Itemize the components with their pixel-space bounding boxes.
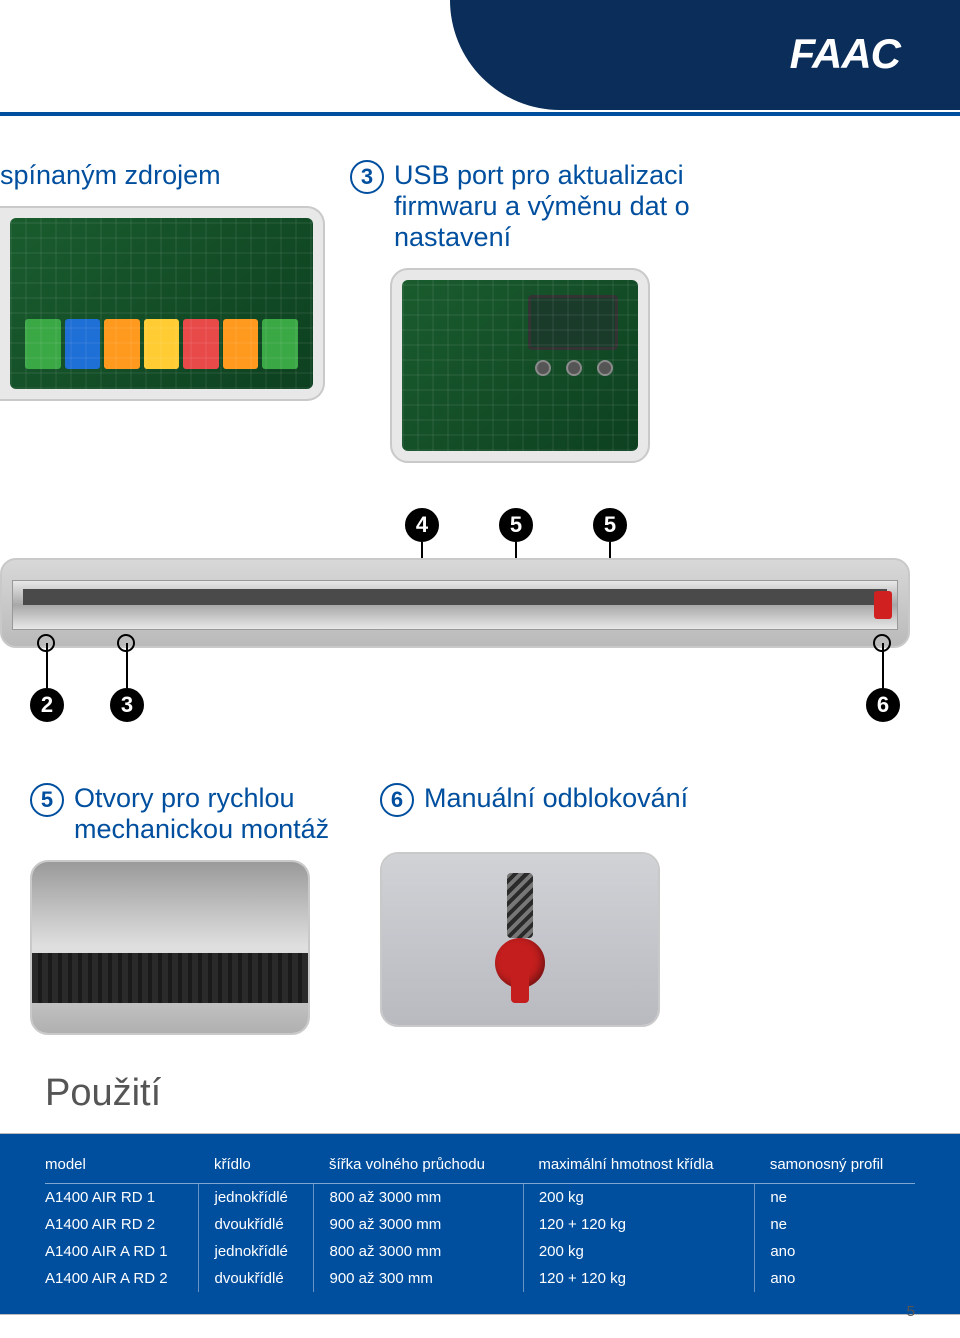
table-row: A1400 AIR RD 2dvoukřídlé900 až 3000 mm12… [45, 1211, 915, 1238]
mechanism-bg [382, 854, 658, 1025]
callout-5b: 5 [593, 508, 627, 542]
callout-line [126, 643, 128, 688]
feature-3-title: 3 USB port pro aktualizaci firmwaru a vý… [350, 160, 770, 253]
table-cell: jednokřídlé [199, 1238, 314, 1265]
col-width: šířka volného průchodu [314, 1152, 523, 1184]
content-area: spínaným zdrojem 3 [0, 160, 960, 1035]
feature-6-number: 6 [380, 783, 414, 817]
header: FAAC [0, 0, 960, 110]
table-cell: 120 + 120 kg [523, 1211, 755, 1238]
divider [0, 1314, 960, 1315]
feature-6: 6 Manuální odblokování [380, 783, 690, 1035]
feature-3-text: USB port pro aktualizaci firmwaru a výmě… [394, 160, 770, 253]
top-callouts: 4 5 5 [405, 508, 627, 542]
table-cell: ne [755, 1211, 915, 1238]
brand-logo: FAAC [790, 30, 900, 78]
table-cell: 800 až 3000 mm [314, 1238, 523, 1265]
table-cell: 900 až 300 mm [314, 1265, 523, 1292]
feature-6-text: Manuální odblokování [424, 783, 688, 814]
photo-3 [390, 268, 650, 463]
col-model: model [45, 1152, 199, 1184]
col-profile: samonosný profil [755, 1152, 915, 1184]
feature-1-text: spínaným zdrojem [0, 160, 221, 191]
connectors [25, 319, 298, 369]
rail-closeup [32, 862, 308, 1033]
lower-feature-row: 5 Otvory pro rychlou mechanickou montáž … [0, 783, 920, 1035]
table-cell: 120 + 120 kg [523, 1265, 755, 1292]
photo-5 [30, 860, 310, 1035]
callout-4-wrap: 4 [405, 508, 439, 542]
table-cell: 900 až 3000 mm [314, 1211, 523, 1238]
red-clip-icon [874, 591, 892, 619]
table-cell: 200 kg [523, 1184, 755, 1212]
callout-5a: 5 [499, 508, 533, 542]
feature-5-title: 5 Otvory pro rychlou mechanickou montáž [30, 783, 340, 845]
pcb-image-2 [402, 280, 638, 451]
callout-5-wrap: 5 [499, 508, 533, 542]
callout-6-wrap: 6 [866, 688, 900, 722]
rail-dark [23, 589, 887, 605]
callout-3: 3 [110, 688, 144, 722]
table-row: A1400 AIR A RD 2dvoukřídlé900 až 300 mm1… [45, 1265, 915, 1292]
belt-icon [32, 953, 308, 1003]
table-cell: A1400 AIR RD 1 [45, 1184, 199, 1212]
page-number: 5 [907, 1303, 915, 1320]
top-feature-row: spínaným zdrojem 3 [0, 160, 920, 463]
table-cell: dvoukřídlé [199, 1211, 314, 1238]
photo-1 [0, 206, 325, 401]
table-cell: ne [755, 1184, 915, 1212]
usage-section: Použití model křídlo šířka volného průch… [0, 1072, 960, 1315]
release-knob-icon [495, 913, 545, 1003]
feature-3: 3 USB port pro aktualizaci firmwaru a vý… [350, 160, 770, 463]
photo-6 [380, 852, 660, 1027]
usage-table-wrap: model křídlo šířka volného průchodu maxi… [0, 1134, 960, 1314]
feature-5-text: Otvory pro rychlou mechanickou montáž [74, 783, 340, 845]
callout-5b-wrap: 5 [593, 508, 627, 542]
feature-5-number: 5 [30, 783, 64, 817]
rail-diagram: 4 5 5 2 3 [0, 503, 920, 783]
col-weight: maximální hmotnost křídla [523, 1152, 755, 1184]
table-cell: 200 kg [523, 1238, 755, 1265]
table-cell: A1400 AIR RD 2 [45, 1211, 199, 1238]
pcb-image [10, 218, 313, 389]
table-cell: ano [755, 1238, 915, 1265]
usage-table: model křídlo šířka volného průchodu maxi… [45, 1152, 915, 1292]
buttons-icon [535, 360, 613, 376]
usage-title: Použití [0, 1072, 960, 1115]
callout-2: 2 [30, 688, 64, 722]
table-cell: jednokřídlé [199, 1184, 314, 1212]
feature-5: 5 Otvory pro rychlou mechanickou montáž [30, 783, 340, 1035]
table-cell: A1400 AIR A RD 1 [45, 1238, 199, 1265]
callout-line [882, 643, 884, 688]
divider-line [0, 112, 960, 116]
feature-6-title: 6 Manuální odblokování [380, 783, 690, 817]
callout-2-wrap: 2 [30, 688, 64, 722]
table-header-row: model křídlo šířka volného průchodu maxi… [45, 1152, 915, 1184]
feature-1: spínaným zdrojem [0, 160, 350, 463]
col-leaf: křídlo [199, 1152, 314, 1184]
table-cell: 800 až 3000 mm [314, 1184, 523, 1212]
table-row: A1400 AIR A RD 1jednokřídlé800 až 3000 m… [45, 1238, 915, 1265]
table-cell: A1400 AIR A RD 2 [45, 1265, 199, 1292]
callout-4: 4 [405, 508, 439, 542]
callout-line [46, 643, 48, 688]
rail-inner [12, 580, 898, 630]
table-row: A1400 AIR RD 1jednokřídlé800 až 3000 mm2… [45, 1184, 915, 1212]
table-cell: dvoukřídlé [199, 1265, 314, 1292]
callout-3-wrap: 3 [110, 688, 144, 722]
feature-3-number: 3 [350, 160, 384, 194]
rail-image [0, 558, 910, 648]
feature-1-title: spínaným zdrojem [0, 160, 350, 191]
callout-6: 6 [866, 688, 900, 722]
table-cell: ano [755, 1265, 915, 1292]
lcd-icon [528, 295, 618, 350]
